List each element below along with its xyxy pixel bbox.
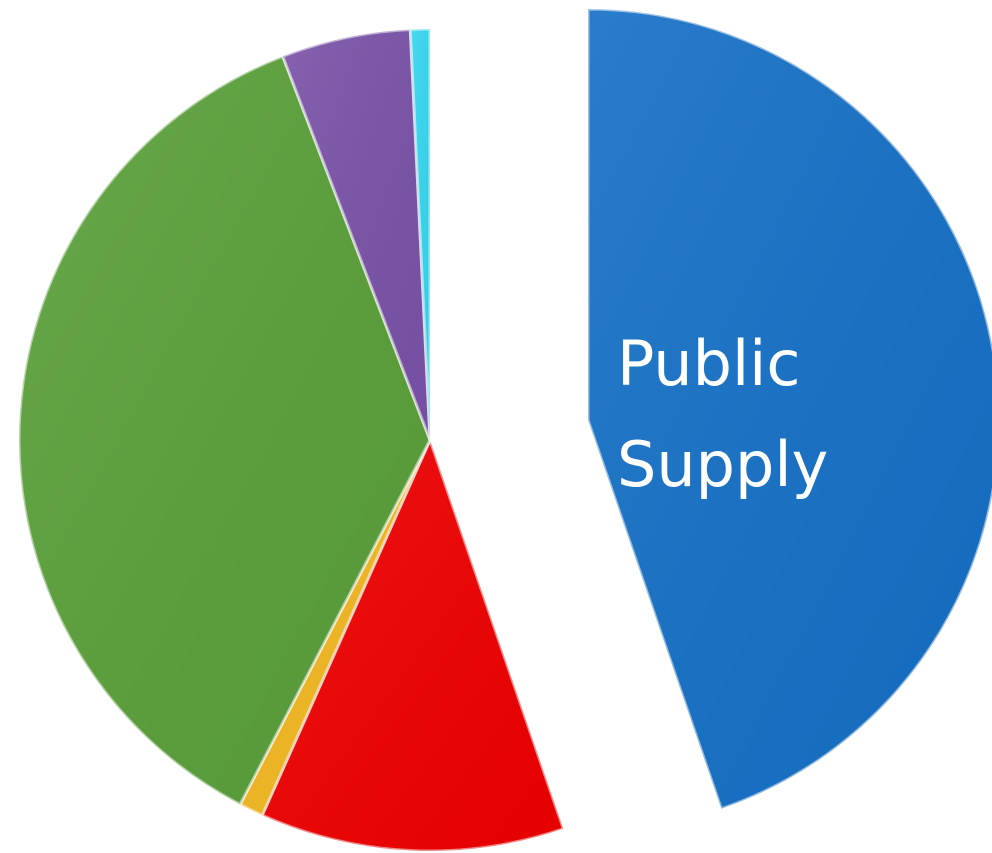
pie-slice-shade-slice-4 [18,56,430,805]
pie-slice-shade-slice-2 [262,440,564,851]
slice-label-public-supply-line1: Public [617,327,801,400]
pie-slice-shade-slice-5 [282,29,430,441]
pie-slice-shade-public-supply [588,9,992,809]
slice-label-public-supply-line2: Supply [617,428,828,501]
pie-slice-shade-slice-6 [410,29,430,440]
